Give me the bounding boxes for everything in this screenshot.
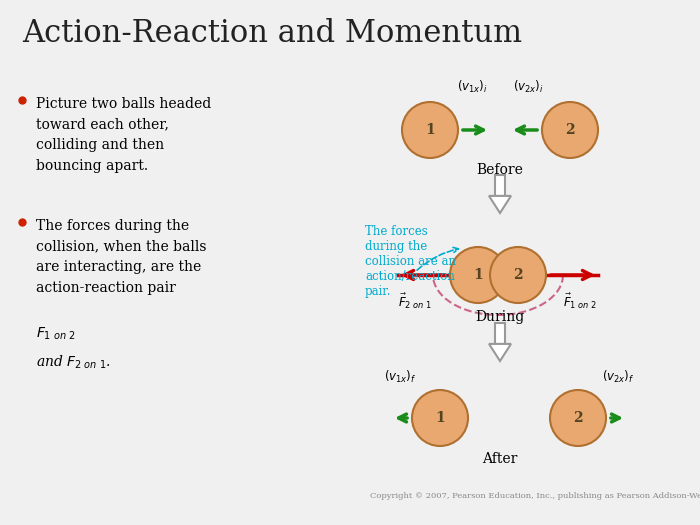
Bar	[495, 323, 505, 344]
Polygon shape	[489, 196, 511, 213]
Text: $\vec{F}_{2\ on\ 1}$: $\vec{F}_{2\ on\ 1}$	[398, 292, 432, 311]
Polygon shape	[489, 344, 511, 361]
Text: $F_{1\ on\ 2}$: $F_{1\ on\ 2}$	[36, 326, 76, 342]
Text: The forces during the
collision, when the balls
are interacting, are the
action-: The forces during the collision, when th…	[36, 219, 206, 295]
Text: During: During	[475, 310, 524, 324]
Bar	[495, 175, 505, 196]
Text: $(v_{2x})_f$: $(v_{2x})_f$	[602, 369, 634, 385]
Text: $(v_{1x})_i$: $(v_{1x})_i$	[456, 79, 487, 95]
Text: Picture two balls headed
toward each other,
colliding and then
bouncing apart.: Picture two balls headed toward each oth…	[36, 97, 211, 173]
Text: $(v_{1x})_f$: $(v_{1x})_f$	[384, 369, 416, 385]
Text: Copyright © 2007, Pearson Education, Inc., publishing as Pearson Addison-Wesley.: Copyright © 2007, Pearson Education, Inc…	[370, 492, 700, 500]
Circle shape	[412, 390, 468, 446]
Circle shape	[450, 247, 506, 303]
Text: 2: 2	[513, 268, 523, 282]
Text: 1: 1	[435, 411, 445, 425]
Text: 1: 1	[425, 123, 435, 137]
Text: $(v_{2x})_i$: $(v_{2x})_i$	[512, 79, 543, 95]
Text: and $F_{2\ on\ 1}$.: and $F_{2\ on\ 1}$.	[36, 354, 111, 371]
Circle shape	[542, 102, 598, 158]
Circle shape	[550, 390, 606, 446]
Circle shape	[402, 102, 458, 158]
Text: $\vec{F}_{1\ on\ 2}$: $\vec{F}_{1\ on\ 2}$	[563, 292, 597, 311]
Text: 2: 2	[565, 123, 575, 137]
Circle shape	[490, 247, 546, 303]
Text: Before: Before	[477, 163, 524, 177]
Text: The forces
during the
collision are an
action/reaction
pair.: The forces during the collision are an a…	[365, 225, 456, 298]
Text: 1: 1	[473, 268, 483, 282]
Text: Action-Reaction and Momentum: Action-Reaction and Momentum	[22, 18, 522, 49]
Text: After: After	[482, 452, 518, 466]
Text: 2: 2	[573, 411, 583, 425]
